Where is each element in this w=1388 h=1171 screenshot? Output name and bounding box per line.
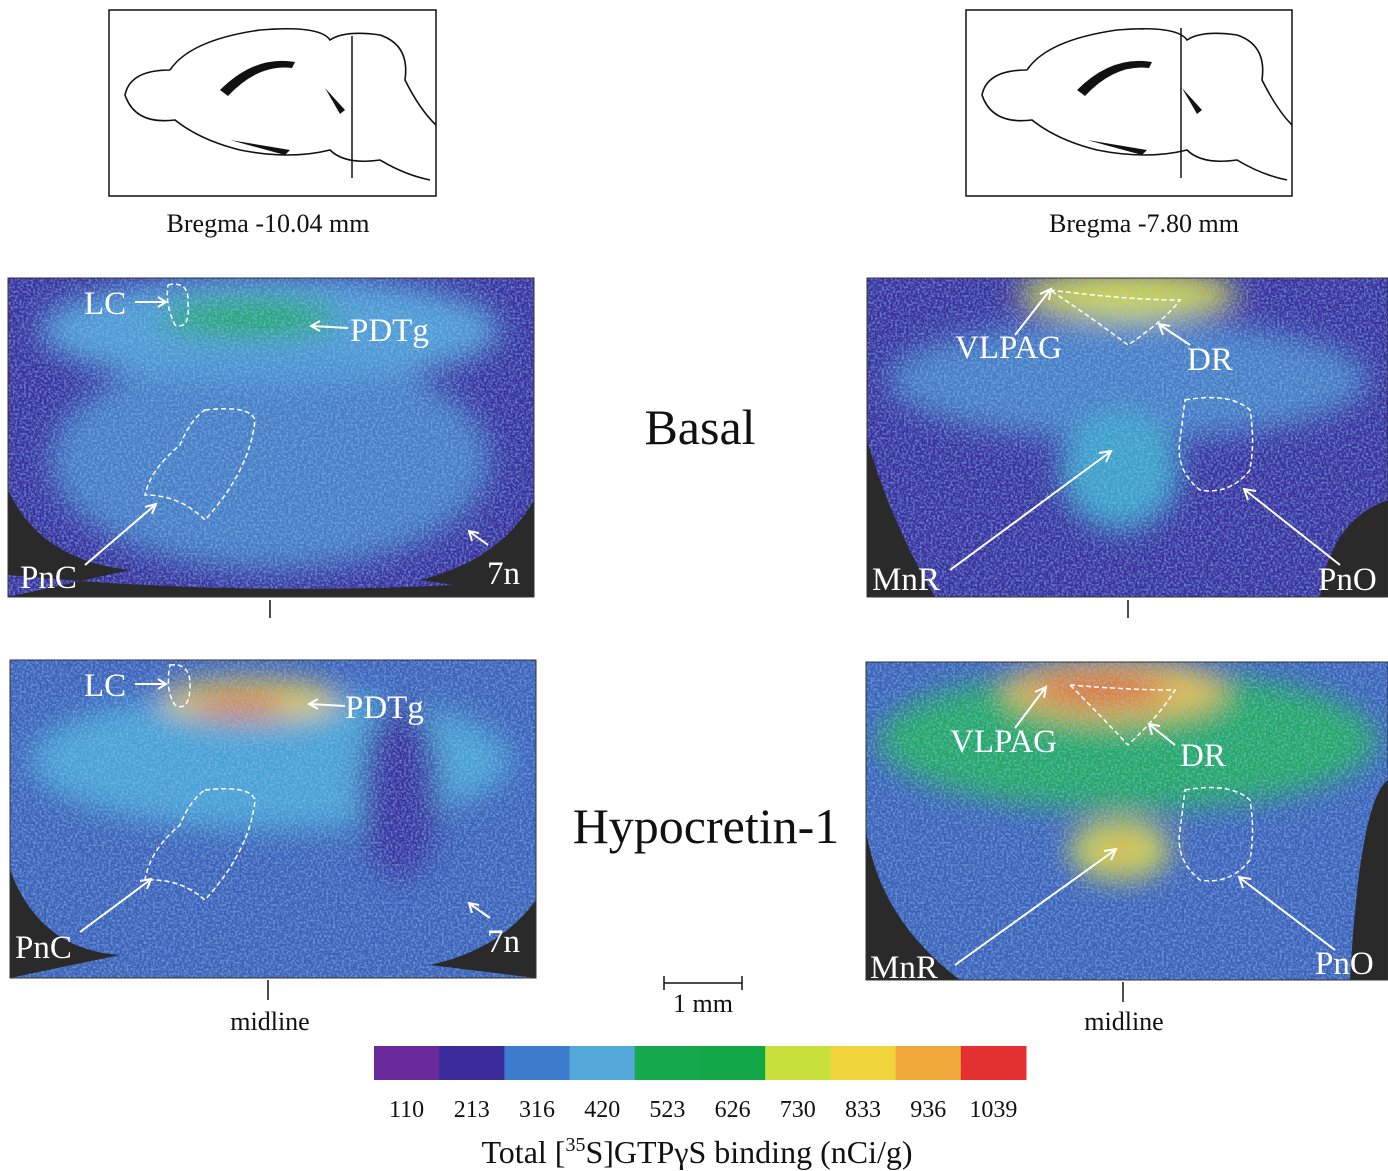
title-superscript: 35 — [565, 1134, 585, 1156]
colorbar-tick-label: 110 — [389, 1097, 424, 1123]
midline-label: midline — [230, 1007, 309, 1036]
region-outline — [166, 283, 189, 327]
colorbar-segment — [374, 1046, 440, 1080]
panel-frame — [9, 659, 537, 979]
panel-texture — [866, 662, 1388, 980]
region-outline — [1049, 289, 1182, 346]
colorbar-tick-label: 316 — [519, 1097, 555, 1123]
bregma-caption: Bregma -10.04 mm — [167, 209, 370, 238]
panel-frame — [866, 277, 1388, 598]
panel-texture — [867, 278, 1388, 597]
sagittal-schematic-left — [108, 9, 437, 197]
colorbar-segment — [830, 1046, 897, 1080]
region-label: MnR — [870, 950, 938, 986]
panel-texture — [8, 278, 534, 597]
colorbar-tick-label: 626 — [715, 1097, 751, 1123]
midline-ticks — [267, 600, 1129, 1002]
colorbar-segment — [895, 1046, 962, 1080]
panel-frame — [7, 277, 535, 598]
region-label: LC — [84, 286, 126, 322]
region-label: DR — [1187, 342, 1233, 378]
colorbar-tick-label: 730 — [780, 1097, 816, 1123]
region-outline — [144, 788, 256, 902]
region-label: MnR — [872, 562, 940, 598]
region-outline — [1178, 786, 1254, 882]
sagittal-schematic-right — [965, 9, 1293, 197]
colorbar-segment — [439, 1046, 505, 1080]
colorbar-segment — [700, 1046, 766, 1080]
brain-outline — [124, 27, 437, 181]
region-label: PnC — [15, 930, 72, 966]
region-label: 7n — [487, 924, 520, 960]
region-outline — [167, 663, 191, 708]
autoradiograph-right-basal — [867, 278, 1388, 597]
colorbar-segment — [634, 1046, 701, 1080]
panel-texture — [10, 660, 536, 978]
title-part: S]GTPγS binding (nCi/g) — [585, 1134, 912, 1170]
autoradiograph-left-basal — [8, 278, 534, 597]
condition-label: Basal — [644, 399, 755, 455]
colorbar-tick-label: 936 — [910, 1097, 946, 1123]
region-outline — [1068, 684, 1177, 747]
condition-label: Hypocretin-1 — [573, 798, 840, 854]
region-label: VLPAG — [955, 330, 1062, 366]
region-label: VLPAG — [950, 724, 1057, 760]
schematic-frame — [108, 9, 437, 197]
scale-bar — [663, 976, 743, 990]
colorbar-tick-label: 833 — [845, 1097, 881, 1123]
brain-outline — [981, 27, 1293, 181]
label-arrows — [79, 287, 1341, 966]
region-outline — [1178, 396, 1254, 492]
background-mask — [10, 870, 536, 978]
colorbar-segment — [569, 1046, 636, 1080]
title-part: Total [ — [481, 1134, 565, 1170]
region-label: PnC — [20, 560, 77, 596]
colorbar: 110 213 316 420 523 626 730 833 936 1039 — [374, 1046, 1027, 1123]
region-label: PnO — [1315, 946, 1374, 982]
colorbar-segment — [765, 1046, 831, 1080]
region-label: PDTg — [350, 313, 429, 349]
background-mask — [867, 440, 1388, 597]
region-label: PnO — [1318, 562, 1377, 598]
schematic-frame — [965, 9, 1293, 197]
region-outline — [144, 408, 256, 522]
colorbar-tick-label: 420 — [584, 1097, 620, 1123]
region-label: DR — [1180, 738, 1226, 774]
background-mask — [8, 490, 534, 597]
panel-frame — [865, 661, 1388, 981]
colorbar-title: Total [35S]GTPγS binding (nCi/g) — [481, 1134, 912, 1170]
scale-bar-label: 1 mm — [673, 989, 733, 1018]
midline-label: midline — [1084, 1007, 1163, 1036]
colorbar-segment — [504, 1046, 571, 1080]
region-label: 7n — [487, 556, 520, 592]
colorbar-tick-label: 1039 — [969, 1097, 1017, 1123]
autoradiograph-left-hypocretin — [10, 660, 536, 978]
region-label: PDTg — [345, 690, 424, 726]
colorbar-segment — [960, 1046, 1027, 1080]
autoradiograph-right-hypocretin — [866, 662, 1388, 980]
colorbar-tick-label: 523 — [649, 1097, 685, 1123]
bregma-caption: Bregma -7.80 mm — [1049, 209, 1239, 238]
colorbar-tick-label: 213 — [454, 1097, 490, 1123]
background-mask — [866, 780, 1388, 980]
region-label: LC — [84, 668, 126, 704]
